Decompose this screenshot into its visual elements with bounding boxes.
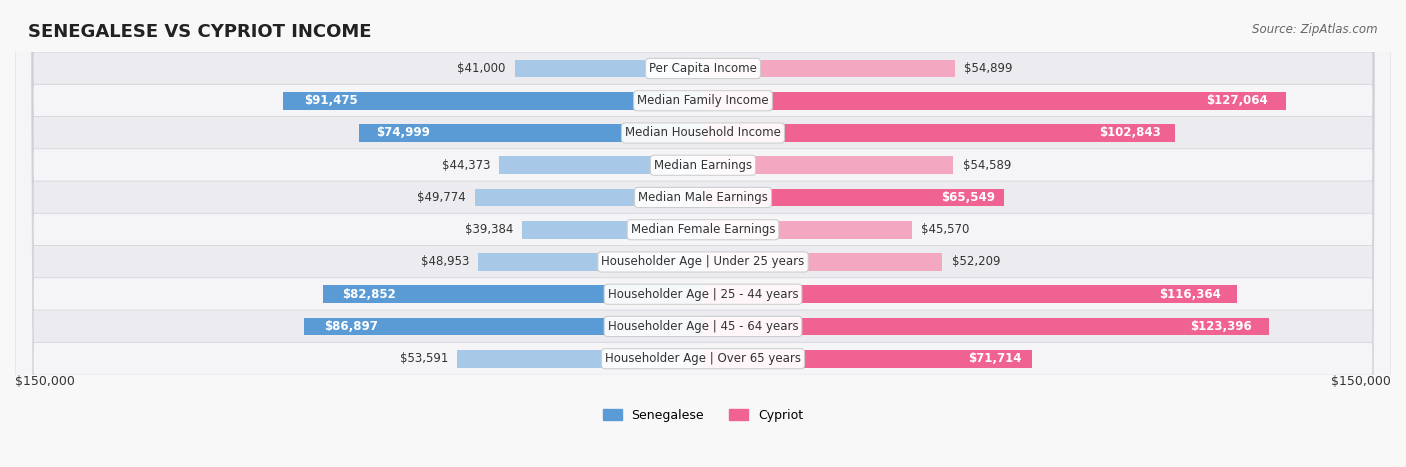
FancyBboxPatch shape [15,0,1391,467]
Bar [523,221,703,239]
FancyBboxPatch shape [15,0,1391,467]
Bar [515,60,703,78]
Bar [703,221,912,239]
Text: $44,373: $44,373 [441,159,491,172]
Bar [457,350,703,368]
Bar [284,92,703,110]
FancyBboxPatch shape [15,0,1391,467]
Text: $127,064: $127,064 [1206,94,1268,107]
Text: $91,475: $91,475 [305,94,359,107]
Bar [499,156,703,174]
FancyBboxPatch shape [15,0,1391,467]
FancyBboxPatch shape [15,0,1391,467]
Text: Median Earnings: Median Earnings [654,159,752,172]
Text: $150,000: $150,000 [15,375,75,388]
Text: $102,843: $102,843 [1099,127,1160,140]
Text: Householder Age | 25 - 44 years: Householder Age | 25 - 44 years [607,288,799,301]
Text: $71,714: $71,714 [969,352,1022,365]
Bar [703,285,1237,303]
Text: $54,899: $54,899 [965,62,1012,75]
Text: Source: ZipAtlas.com: Source: ZipAtlas.com [1253,23,1378,36]
Bar [703,318,1270,335]
FancyBboxPatch shape [15,0,1391,467]
Bar [475,189,703,206]
Text: $52,209: $52,209 [952,255,1000,269]
FancyBboxPatch shape [15,0,1391,467]
Text: $45,570: $45,570 [921,223,970,236]
Bar [478,253,703,271]
Text: $54,589: $54,589 [963,159,1011,172]
Text: Householder Age | 45 - 64 years: Householder Age | 45 - 64 years [607,320,799,333]
Legend: Senegalese, Cypriot: Senegalese, Cypriot [598,403,808,427]
Text: $116,364: $116,364 [1159,288,1220,301]
Text: $74,999: $74,999 [377,127,430,140]
Text: $41,000: $41,000 [457,62,506,75]
Text: $39,384: $39,384 [465,223,513,236]
Text: Median Male Earnings: Median Male Earnings [638,191,768,204]
Bar [703,253,942,271]
FancyBboxPatch shape [15,0,1391,467]
Text: $123,396: $123,396 [1191,320,1251,333]
Bar [703,124,1174,142]
Text: $53,591: $53,591 [399,352,449,365]
Text: $82,852: $82,852 [342,288,395,301]
Text: $48,953: $48,953 [420,255,470,269]
Text: $86,897: $86,897 [325,320,378,333]
Text: Per Capita Income: Per Capita Income [650,62,756,75]
Bar [703,189,1004,206]
Text: $65,549: $65,549 [941,191,994,204]
Bar [703,350,1032,368]
FancyBboxPatch shape [15,0,1391,467]
Text: Median Household Income: Median Household Income [626,127,780,140]
Bar [359,124,703,142]
Text: $150,000: $150,000 [1331,375,1391,388]
Bar [305,318,703,335]
Bar [703,156,953,174]
Text: $49,774: $49,774 [416,191,465,204]
Text: Median Female Earnings: Median Female Earnings [631,223,775,236]
FancyBboxPatch shape [15,0,1391,467]
Text: Householder Age | Over 65 years: Householder Age | Over 65 years [605,352,801,365]
Text: Median Family Income: Median Family Income [637,94,769,107]
Text: SENEGALESE VS CYPRIOT INCOME: SENEGALESE VS CYPRIOT INCOME [28,23,371,42]
Bar [703,92,1286,110]
Text: Householder Age | Under 25 years: Householder Age | Under 25 years [602,255,804,269]
Bar [323,285,703,303]
Bar [703,60,955,78]
